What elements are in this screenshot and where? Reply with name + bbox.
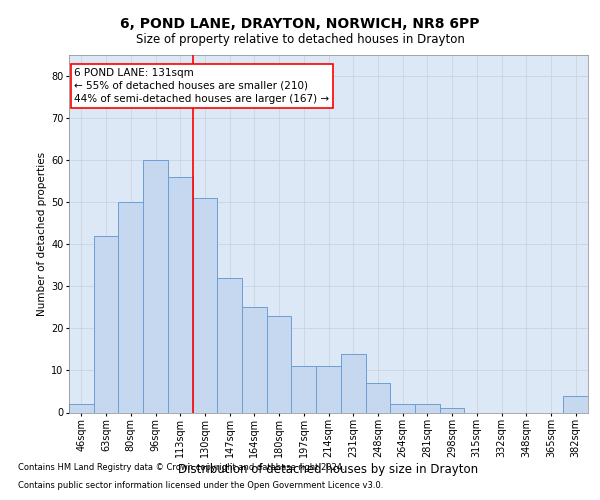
Bar [242,308,267,412]
Bar [563,396,588,412]
Text: Contains public sector information licensed under the Open Government Licence v3: Contains public sector information licen… [18,481,383,490]
Bar [390,404,415,412]
Y-axis label: Number of detached properties: Number of detached properties [37,152,47,316]
Bar [365,383,390,412]
Bar [292,366,316,412]
Bar [267,316,292,412]
Bar [415,404,440,412]
Bar [168,177,193,412]
Bar [217,278,242,412]
X-axis label: Distribution of detached houses by size in Drayton: Distribution of detached houses by size … [178,463,479,476]
Text: 6 POND LANE: 131sqm
← 55% of detached houses are smaller (210)
44% of semi-detac: 6 POND LANE: 131sqm ← 55% of detached ho… [74,68,329,104]
Bar [193,198,217,412]
Bar [143,160,168,412]
Text: 6, POND LANE, DRAYTON, NORWICH, NR8 6PP: 6, POND LANE, DRAYTON, NORWICH, NR8 6PP [120,18,480,32]
Bar [316,366,341,412]
Bar [440,408,464,412]
Text: Contains HM Land Registry data © Crown copyright and database right 2024.: Contains HM Land Registry data © Crown c… [18,464,344,472]
Bar [341,354,365,412]
Text: Size of property relative to detached houses in Drayton: Size of property relative to detached ho… [136,32,464,46]
Bar [94,236,118,412]
Bar [118,202,143,412]
Bar [69,404,94,412]
